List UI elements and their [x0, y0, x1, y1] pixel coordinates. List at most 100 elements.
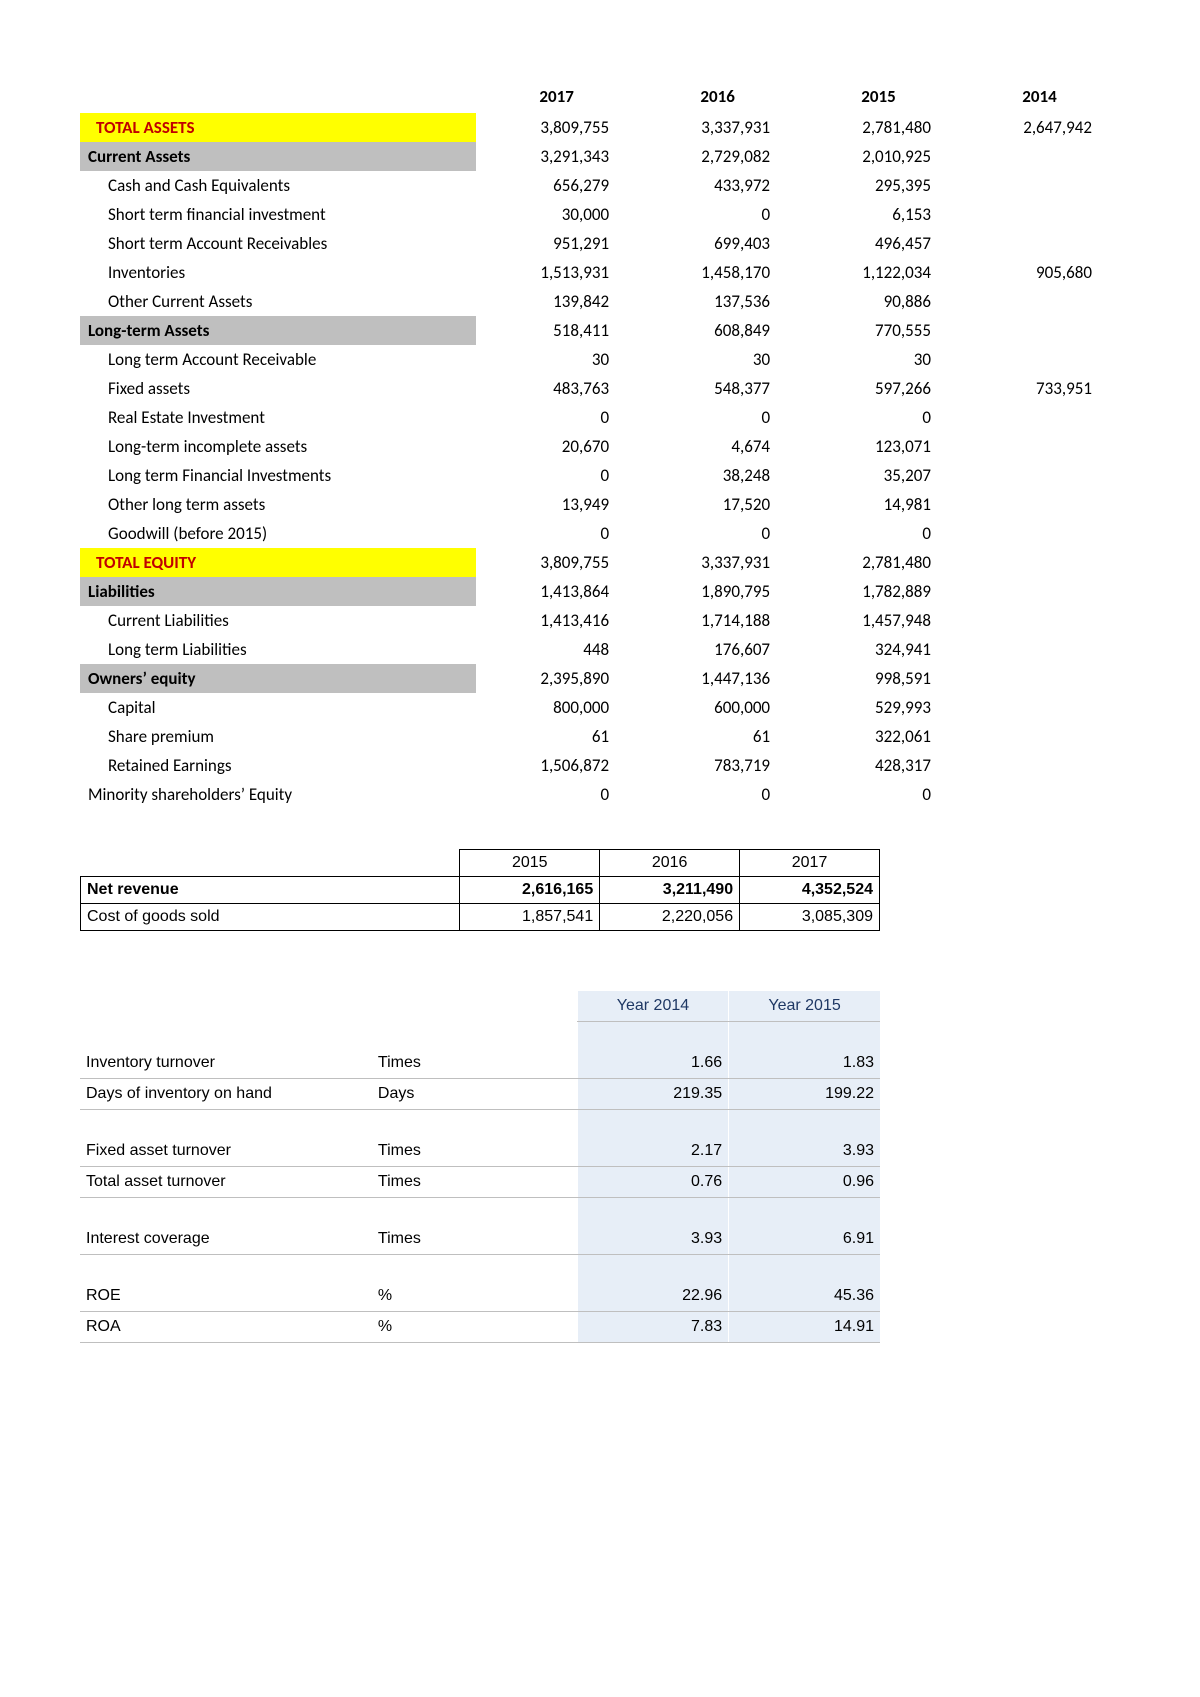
cell-value: 998,591	[798, 664, 959, 693]
spacer-cell	[502, 1167, 578, 1198]
metric-label: Days of inventory on hand	[80, 1079, 372, 1110]
cell-value: 1,122,034	[798, 258, 959, 287]
table-row: Long term Financial Investments038,24835…	[80, 461, 1120, 490]
table-row: Other Current Assets139,842137,53690,886	[80, 287, 1120, 316]
cell-value: 3,337,931	[637, 548, 798, 577]
cell-value: 0	[476, 519, 637, 548]
cell-value: 324,941	[798, 635, 959, 664]
cell-value	[959, 403, 1120, 432]
table-header-row: 2015 2016 2017	[81, 850, 880, 877]
cell-value	[959, 200, 1120, 229]
cell-value	[959, 490, 1120, 519]
balance-sheet-table: 2017 2016 2015 2014 TOTAL ASSETS3,809,75…	[80, 80, 1120, 809]
cell-value: 20,670	[476, 432, 637, 461]
spacer-cell	[502, 1281, 578, 1312]
cell-value	[959, 461, 1120, 490]
cell-value	[959, 345, 1120, 374]
table-row: Fixed assets483,763548,377597,266733,951	[80, 374, 1120, 403]
empty-header	[80, 991, 372, 1022]
table-row: Short term Account Receivables951,291699…	[80, 229, 1120, 258]
cell-value: 1,447,136	[637, 664, 798, 693]
row-label: Other long term assets	[80, 490, 476, 519]
cell-value	[959, 606, 1120, 635]
cell-value	[959, 780, 1120, 809]
cell-value	[959, 171, 1120, 200]
metric-label: ROA	[80, 1312, 372, 1343]
cell-value: 3,211,490	[600, 877, 740, 904]
table-row: Interest coverageTimes3.936.91	[80, 1224, 880, 1255]
cell-value: 38,248	[637, 461, 798, 490]
cell-value: 0	[798, 403, 959, 432]
spacer-cell	[502, 1224, 578, 1255]
empty-header	[80, 80, 476, 113]
cell-value	[959, 229, 1120, 258]
cell-value: 608,849	[637, 316, 798, 345]
gap-row	[80, 1198, 880, 1225]
cell-value: 0	[798, 519, 959, 548]
cell-value: 770,555	[798, 316, 959, 345]
table-row: Minority shareholders’ Equity000	[80, 780, 1120, 809]
cell-value: 1,890,795	[637, 577, 798, 606]
cell-value: 3,809,755	[476, 113, 637, 142]
row-label: Current Assets	[80, 142, 476, 171]
cell-value: 2,220,056	[600, 904, 740, 931]
row-label: Goodwill (before 2015)	[80, 519, 476, 548]
year-header: Year 2015	[729, 991, 880, 1022]
row-label: Real Estate Investment	[80, 403, 476, 432]
cell-value: 2,781,480	[798, 548, 959, 577]
cell-value: 800,000	[476, 693, 637, 722]
cell-value	[959, 548, 1120, 577]
cell-value: 1,413,416	[476, 606, 637, 635]
cell-value	[959, 722, 1120, 751]
empty-header	[502, 991, 578, 1022]
table-row: Retained Earnings1,506,872783,719428,317	[80, 751, 1120, 780]
cell-value: 30	[476, 345, 637, 374]
cell-value: 14.91	[729, 1312, 880, 1343]
spacer-cell	[502, 1048, 578, 1079]
table-row: Liabilities1,413,8641,890,7951,782,889	[80, 577, 1120, 606]
table-row: TOTAL ASSETS3,809,7553,337,9312,781,4802…	[80, 113, 1120, 142]
cell-value: 3.93	[577, 1224, 728, 1255]
cell-value: 0.76	[577, 1167, 728, 1198]
table-row: Long term Liabilities448176,607324,941	[80, 635, 1120, 664]
table-row: Share premium6161322,061	[80, 722, 1120, 751]
cell-value: 7.83	[577, 1312, 728, 1343]
table-row: Inventories1,513,9311,458,1701,122,03490…	[80, 258, 1120, 287]
cell-value: 2,647,942	[959, 113, 1120, 142]
row-label: Fixed assets	[80, 374, 476, 403]
table-header-row: Year 2014 Year 2015	[80, 991, 880, 1022]
cell-value: 2,781,480	[798, 113, 959, 142]
table-row: Other long term assets13,94917,52014,981	[80, 490, 1120, 519]
cell-value	[959, 577, 1120, 606]
table-row: Goodwill (before 2015)000	[80, 519, 1120, 548]
cell-value: 3,291,343	[476, 142, 637, 171]
cell-value: 548,377	[637, 374, 798, 403]
spacer-cell	[502, 1136, 578, 1167]
row-label: Retained Earnings	[80, 751, 476, 780]
cell-value	[959, 519, 1120, 548]
metric-label: Fixed asset turnover	[80, 1136, 372, 1167]
year-header: 2016	[600, 850, 740, 877]
year-header: 2016	[637, 80, 798, 113]
year-header: 2014	[959, 80, 1120, 113]
table-row: Net revenue2,616,1653,211,4904,352,524	[81, 877, 880, 904]
cell-value: 45.36	[729, 1281, 880, 1312]
cell-value: 30	[798, 345, 959, 374]
row-label: Long term Financial Investments	[80, 461, 476, 490]
cell-value: 2,395,890	[476, 664, 637, 693]
table-row: Days of inventory on handDays219.35199.2…	[80, 1079, 880, 1110]
gap-row	[80, 1255, 880, 1282]
cell-value	[959, 142, 1120, 171]
gap-row	[80, 1022, 880, 1049]
table-row: Real Estate Investment000	[80, 403, 1120, 432]
cell-value: 30,000	[476, 200, 637, 229]
cell-value: 3,085,309	[740, 904, 880, 931]
cell-value: 529,993	[798, 693, 959, 722]
row-label: Long-term incomplete assets	[80, 432, 476, 461]
year-header: Year 2014	[577, 991, 728, 1022]
cell-value: 35,207	[798, 461, 959, 490]
cell-value: 1,506,872	[476, 751, 637, 780]
cell-value: 30	[637, 345, 798, 374]
row-label: Liabilities	[80, 577, 476, 606]
row-label: Owners’ equity	[80, 664, 476, 693]
